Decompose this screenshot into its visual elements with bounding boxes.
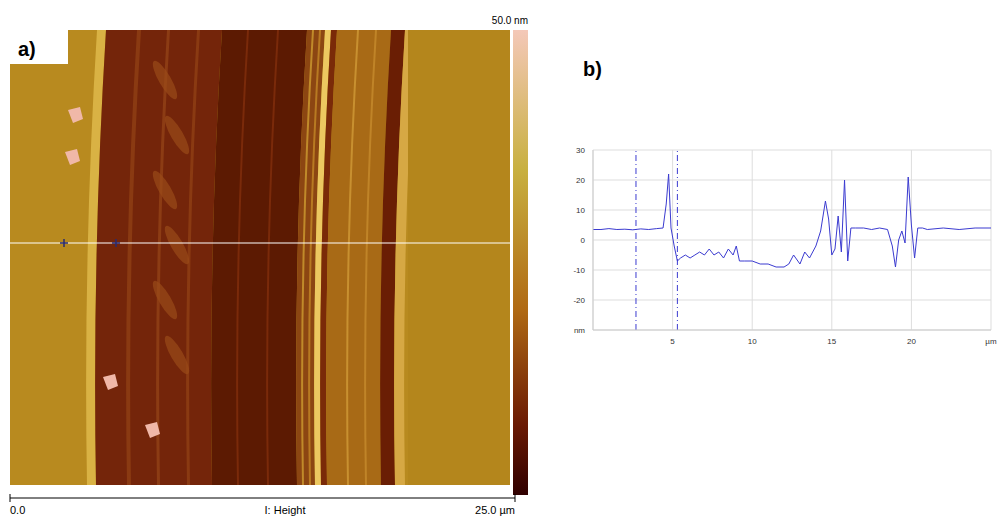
svg-text:15: 15 [827,337,836,346]
svg-text:I: Height: I: Height [265,504,306,516]
svg-text:0: 0 [581,236,586,245]
svg-text:nm: nm [574,326,585,335]
svg-text:25.0 µm: 25.0 µm [475,504,515,516]
svg-text:5: 5 [670,337,675,346]
svg-text:-10: -10 [573,266,585,275]
svg-text:30: 30 [576,146,585,155]
svg-text:µm: µm [985,337,997,346]
svg-text:a): a) [18,38,36,60]
svg-text:20: 20 [576,176,585,185]
svg-text:20: 20 [907,337,916,346]
svg-text:-20: -20 [573,296,585,305]
svg-text:10: 10 [576,206,585,215]
svg-text:0.0: 0.0 [10,504,25,516]
svg-text:50.0 nm: 50.0 nm [492,15,528,26]
html-text:b): b) [583,58,602,80]
svg-text:10: 10 [748,337,757,346]
